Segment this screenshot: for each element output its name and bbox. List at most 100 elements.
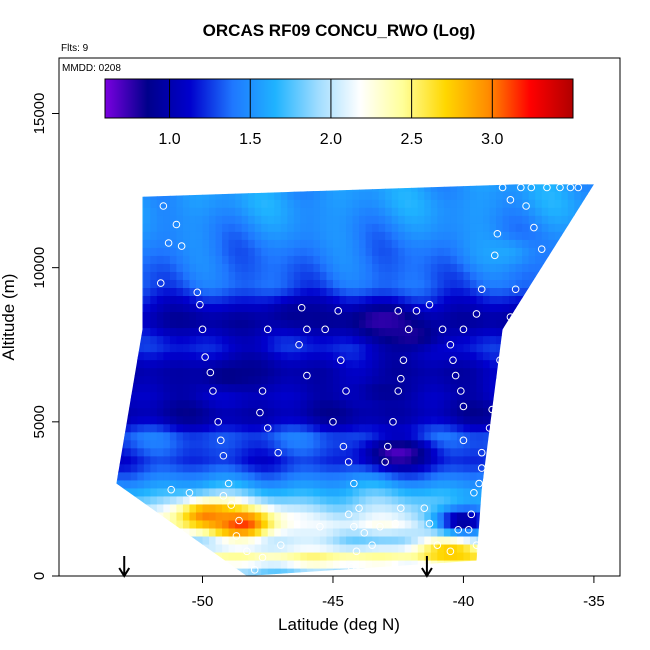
- field-cell: [150, 495, 158, 505]
- field-cell: [182, 455, 191, 465]
- field-cell: [463, 351, 471, 361]
- field-cell: [372, 215, 380, 224]
- field-cell: [176, 351, 184, 361]
- field-cell: [391, 399, 399, 409]
- field-cell: [306, 431, 315, 441]
- field-cell: [391, 255, 399, 264]
- field-cell: [385, 503, 393, 513]
- field-cell: [398, 383, 406, 393]
- field-cell: [189, 447, 197, 457]
- field-cell: [352, 335, 360, 345]
- field-cell: [143, 487, 151, 497]
- field-cell: [548, 231, 556, 240]
- field-cell: [176, 439, 184, 449]
- field-cell: [137, 391, 145, 401]
- field-cell: [463, 535, 471, 545]
- field-cell: [443, 263, 451, 272]
- field-cell: [222, 383, 230, 393]
- field-cell: [254, 487, 262, 497]
- field-cell: [280, 559, 288, 569]
- field-cell: [561, 191, 569, 200]
- field-cell: [319, 511, 328, 521]
- field-cell: [215, 247, 223, 256]
- field-cell: [561, 207, 569, 216]
- field-cell: [417, 343, 425, 353]
- field-cell: [261, 351, 269, 361]
- field-cell: [430, 279, 438, 288]
- field-cell: [313, 471, 321, 481]
- field-cell: [306, 207, 315, 216]
- field-cell: [332, 535, 341, 545]
- field-cell: [411, 431, 419, 441]
- field-cell: [326, 239, 334, 248]
- field-cell: [437, 199, 445, 208]
- field-cell: [359, 279, 367, 288]
- field-cell: [287, 407, 295, 417]
- sample-point: [459, 436, 468, 445]
- field-cell: [176, 503, 184, 513]
- field-cell: [424, 495, 432, 505]
- field-cell: [228, 551, 236, 561]
- field-cell: [176, 463, 184, 473]
- field-cell: [274, 511, 282, 521]
- field-cell: [430, 359, 438, 369]
- field-cell: [267, 215, 275, 224]
- field-cell: [359, 423, 367, 433]
- field-cell: [346, 463, 354, 473]
- field-cell: [365, 543, 373, 553]
- field-cell: [261, 359, 269, 369]
- field-cell: [156, 455, 164, 465]
- field-cell: [326, 519, 334, 529]
- field-cell: [352, 271, 360, 280]
- field-cell: [424, 279, 432, 288]
- field-cell: [274, 551, 282, 561]
- field-cell: [287, 287, 295, 297]
- field-cell: [443, 327, 451, 337]
- field-cell: [541, 247, 549, 256]
- field-cell: [443, 415, 451, 425]
- field-cell: [209, 295, 217, 305]
- field-cell: [574, 199, 582, 208]
- field-cell: [398, 551, 406, 561]
- field-cell: [143, 319, 151, 329]
- field-cell: [339, 519, 347, 529]
- field-cell: [209, 287, 217, 297]
- field-cell: [156, 479, 164, 489]
- field-cell: [261, 311, 269, 321]
- field-cell: [130, 487, 138, 497]
- field-cell: [424, 479, 432, 489]
- field-cell: [235, 423, 243, 433]
- field-cell: [293, 303, 301, 313]
- field-cell: [385, 447, 393, 457]
- field-cell: [456, 311, 465, 321]
- sample-point: [303, 371, 311, 380]
- field-cell: [261, 319, 269, 329]
- field-cell: [150, 447, 158, 457]
- field-cell: [469, 511, 478, 521]
- field-cell: [326, 359, 334, 369]
- field-cell: [189, 351, 197, 361]
- field-cell: [300, 303, 308, 313]
- field-cell: [137, 375, 145, 385]
- field-cell: [150, 263, 158, 272]
- field-cell: [293, 359, 301, 369]
- field-cell: [326, 271, 334, 280]
- field-cell: [456, 335, 465, 345]
- field-cell: [398, 255, 406, 264]
- field-cell: [163, 303, 171, 313]
- field-cell: [182, 495, 191, 505]
- field-cell: [235, 263, 243, 272]
- field-cell: [385, 511, 393, 521]
- field-cell: [228, 247, 236, 256]
- field-cell: [202, 399, 210, 409]
- field-cell: [326, 535, 334, 545]
- field-cell: [163, 279, 171, 288]
- field-cell: [235, 495, 243, 505]
- field-cell: [339, 391, 347, 401]
- field-cell: [463, 215, 471, 224]
- field-cell: [463, 463, 471, 473]
- field-cell: [411, 495, 419, 505]
- field-cell: [404, 535, 412, 545]
- field-cell: [319, 543, 328, 553]
- field-cell: [267, 391, 275, 401]
